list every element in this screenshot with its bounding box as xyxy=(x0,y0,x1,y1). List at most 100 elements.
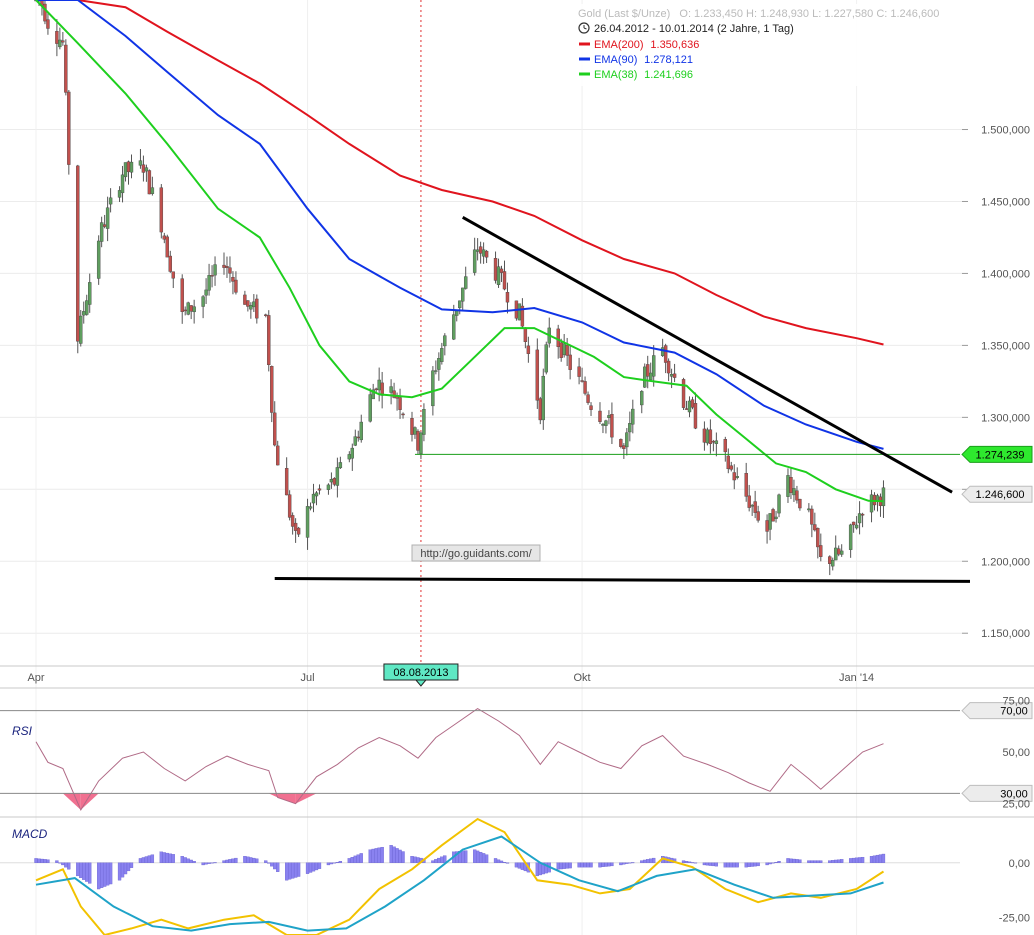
candle-body xyxy=(669,374,674,377)
macd-histogram-bar xyxy=(604,862,608,867)
candle-body xyxy=(854,524,859,529)
macd-histogram-bar xyxy=(723,862,727,868)
macd-histogram-bar xyxy=(828,860,832,863)
candle-body xyxy=(338,462,343,469)
candle-body xyxy=(452,314,456,340)
macd-histogram-bar xyxy=(798,859,802,863)
candle-body xyxy=(702,428,707,443)
macd-histogram-bar xyxy=(255,858,259,863)
rsi-levels: 70,00 30,00 xyxy=(0,702,1033,802)
candle-body xyxy=(834,547,838,561)
candle-body xyxy=(726,455,730,470)
macd-histogram-bar xyxy=(848,858,853,863)
macd-histogram-bar xyxy=(640,860,644,863)
rsi-oversold-area xyxy=(295,793,317,804)
last-price-label: 1.246,600 xyxy=(976,489,1025,501)
candle-body xyxy=(350,447,355,459)
macd-histogram-bar xyxy=(872,855,877,863)
candle-body xyxy=(165,236,169,258)
macd-histogram-bar xyxy=(705,862,710,866)
legend-value: 1.278,121 xyxy=(644,54,693,66)
event-marker[interactable]: 08.08.2013 xyxy=(383,663,459,687)
macd-histogram-bar xyxy=(213,862,217,864)
macd-histogram-bar xyxy=(610,862,614,867)
price-tick-label: 1.200,000 xyxy=(981,556,1030,568)
candle-body xyxy=(210,275,214,277)
price-tick-label: 1.300,000 xyxy=(981,412,1030,424)
price-tick-label: 1.150,000 xyxy=(981,628,1030,640)
macd-histogram-bar xyxy=(851,857,856,863)
macd-histogram-bar xyxy=(183,857,187,863)
macd-histogram-bar xyxy=(371,848,375,863)
price-tick-label: 1.500,000 xyxy=(981,125,1030,137)
macd-tick-label: -25,00 xyxy=(999,912,1030,924)
macd-histogram-bar xyxy=(681,860,686,863)
candle-body xyxy=(183,309,187,312)
legend-instrument: Gold (Last $/Unze) O: 1.233,450 H: 1.248… xyxy=(578,8,939,20)
rsi-panel: RSI 70,00 30,00 75,00 50,00 25,00 xyxy=(0,695,1033,811)
macd-histogram-bar xyxy=(628,862,632,864)
candle-body xyxy=(705,429,710,444)
candle-body xyxy=(831,559,835,567)
candle-body xyxy=(296,527,301,535)
macd-histogram-bar xyxy=(535,862,539,877)
macd-histogram-bar xyxy=(252,857,256,863)
candle-body xyxy=(374,388,378,391)
macd-histogram-bar xyxy=(61,862,65,866)
legend-label: EMA(90) xyxy=(594,54,637,66)
candle-body xyxy=(711,441,716,443)
macd-histogram-bar xyxy=(317,862,322,869)
macd-histogram-bar xyxy=(711,862,716,867)
horizontal-trendline[interactable] xyxy=(274,577,971,583)
candle-body xyxy=(314,492,319,497)
macd-histogram-bar xyxy=(577,862,581,868)
candle-body xyxy=(255,298,259,319)
macd-histogram-bar xyxy=(374,848,378,863)
macd-histogram-bar xyxy=(795,859,799,863)
macd-histogram-bar xyxy=(395,848,399,863)
macd-histogram-bar xyxy=(834,859,838,863)
candle-body xyxy=(541,375,545,421)
candle-body xyxy=(493,258,498,281)
candle-body xyxy=(484,250,489,258)
candle-body xyxy=(234,279,238,293)
rsi-oversold-area xyxy=(62,793,81,810)
macd-histogram-bar xyxy=(702,862,707,866)
macd-histogram-bar xyxy=(437,857,441,863)
macd-histogram-bar xyxy=(583,862,587,868)
candle-body xyxy=(619,439,623,447)
macd-histogram-bar xyxy=(37,858,41,863)
descending-trendline[interactable] xyxy=(461,216,953,494)
candle-body xyxy=(317,488,322,491)
macd-histogram-bar xyxy=(192,861,196,863)
candle-body xyxy=(589,405,593,410)
rsi-level-label: 30,00 xyxy=(1000,788,1028,800)
candle-body xyxy=(646,364,650,377)
macd-histogram-bar xyxy=(46,859,50,863)
macd-histogram-bar xyxy=(273,862,277,870)
macd-histogram-bar xyxy=(129,862,134,868)
candle-body xyxy=(431,370,435,407)
candle-body xyxy=(287,494,292,518)
candle-body xyxy=(171,271,175,279)
macd-histogram-bar xyxy=(875,854,880,863)
x-tick-label: Jul xyxy=(301,672,315,684)
candle-body xyxy=(631,408,635,425)
candle-body xyxy=(213,264,217,276)
macd-histogram-bar xyxy=(562,862,566,869)
macd-histogram-bar xyxy=(729,862,733,868)
candle-body xyxy=(120,174,125,194)
macd-histogram-bar xyxy=(67,862,71,870)
candle-body xyxy=(777,494,781,514)
macd-histogram-bar xyxy=(326,862,331,866)
candle-body xyxy=(577,366,581,377)
candle-body xyxy=(562,343,566,356)
candle-body xyxy=(869,494,874,513)
macd-histogram-bar xyxy=(777,861,781,863)
macd-histogram-bar xyxy=(311,862,316,872)
macd-histogram-bar xyxy=(120,862,125,878)
last-price-badge-shape xyxy=(961,485,1033,503)
candle-body xyxy=(666,360,671,374)
macd-histogram-bar xyxy=(837,859,841,863)
macd-histogram-bar xyxy=(473,849,477,863)
